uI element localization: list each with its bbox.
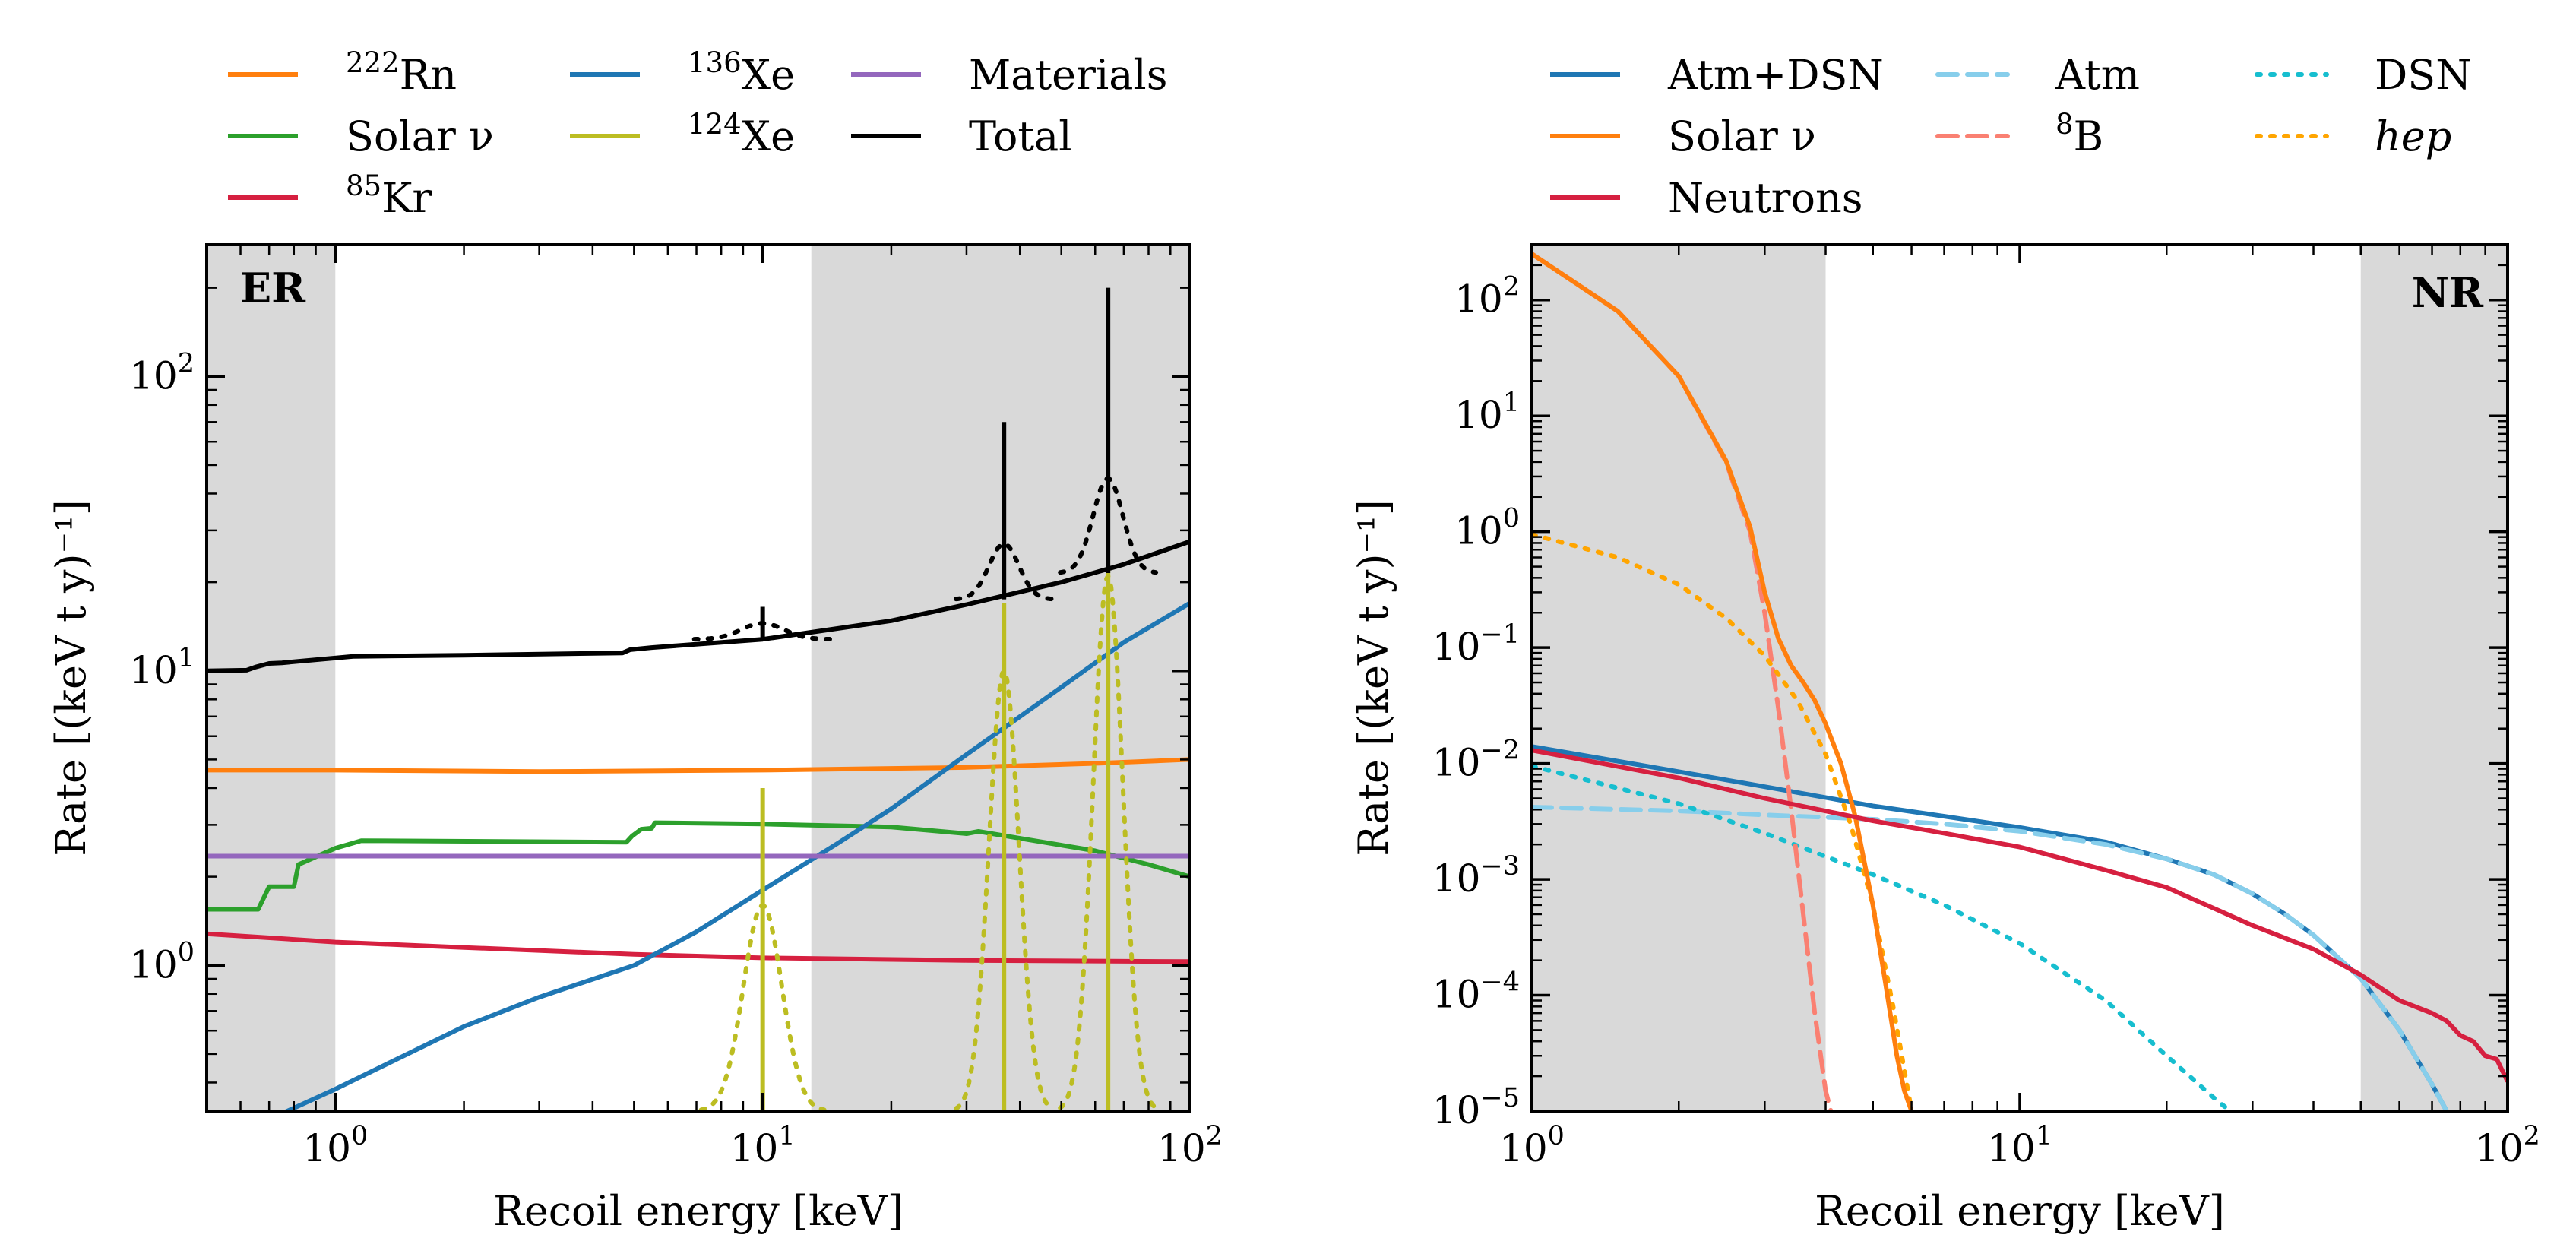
plot-area — [207, 287, 1190, 1111]
x-tick-label: 101 — [1987, 1121, 2052, 1170]
plot-area — [1532, 252, 2508, 1111]
y-tick-label: 102 — [1454, 272, 1520, 321]
shaded-region — [1532, 245, 1826, 1111]
legend-label: Total — [969, 112, 1072, 160]
legend-label: Atm — [2055, 51, 2140, 99]
legend-label: 8B — [2055, 108, 2103, 160]
series-total — [207, 539, 1190, 673]
y-tick-label: 10−1 — [1432, 619, 1520, 669]
legend-label: 136Xe — [688, 46, 795, 99]
x-tick-label: 102 — [2475, 1121, 2540, 1170]
legend-label: 124Xe — [688, 108, 795, 160]
x-tick-label: 100 — [302, 1121, 368, 1170]
x-axis-label: Recoil energy [keV] — [493, 1187, 903, 1235]
legend-label: Materials — [969, 51, 1167, 99]
y-tick-label: 100 — [1454, 504, 1520, 553]
series-atm — [1532, 805, 2449, 1111]
x-tick-label: 102 — [1157, 1121, 1223, 1170]
legend-label: hep — [2375, 112, 2451, 160]
y-tick-label: 10−2 — [1432, 736, 1520, 785]
y-tick-label: 10−4 — [1432, 967, 1520, 1017]
legend-label: Neutrons — [1668, 174, 1863, 222]
y-tick-label: 102 — [129, 348, 195, 397]
legend-label: 85Kr — [346, 169, 432, 222]
legend-label: DSN — [2375, 51, 2472, 99]
er-panel: 100 101 102 100 101 102 Recoil energy [keV] Rat… — [47, 46, 1223, 1235]
x-axis-label: Recoil energy [keV] — [1815, 1187, 2225, 1235]
series-136xe — [281, 600, 1190, 1111]
legend-label: Solar ν — [346, 112, 494, 160]
series-dsn — [1532, 764, 2233, 1111]
plot-frame — [205, 243, 1191, 1113]
legend: Atm+DSN Solar ν Neutrons Atm 8B DSN hep — [1550, 51, 2472, 222]
y-tick-label: 101 — [1454, 388, 1520, 437]
x-tick-label: 100 — [1499, 1121, 1565, 1170]
series-85kr — [207, 931, 1190, 964]
y-tick-label: 101 — [129, 643, 195, 692]
legend-label: 222Rn — [346, 46, 457, 99]
legend: 222Rn Solar ν 85Kr 136Xe 124Xe Materials Total — [228, 46, 1167, 222]
panel-label: NR — [2412, 268, 2484, 317]
series-neutrons — [1532, 748, 2508, 1083]
shaded-region — [207, 245, 336, 1111]
y-tick-label: 100 — [129, 937, 195, 986]
nr-panel: 100 101 102 10−5 10−4 10−3 10−2 10−1 100 101 102 Re… — [1350, 51, 2540, 1235]
shaded-region — [2360, 245, 2508, 1111]
series-solar- — [207, 820, 1190, 912]
legend-label: Atm+DSN — [1667, 51, 1884, 99]
y-axis-label: Rate [(keV t y)⁻¹] — [47, 499, 95, 856]
y-tick-label: 10−3 — [1432, 851, 1520, 901]
peak-smear — [954, 541, 1055, 602]
x-tick-label: 101 — [730, 1121, 796, 1170]
y-tick-label: 10−5 — [1432, 1083, 1520, 1132]
y-axis-label: Rate [(keV t y)⁻¹] — [1350, 499, 1397, 856]
panel-label: ER — [240, 264, 306, 312]
series-222rn — [207, 757, 1190, 774]
series-solar- — [1532, 252, 1914, 1111]
legend-label: Solar ν — [1668, 112, 1816, 160]
